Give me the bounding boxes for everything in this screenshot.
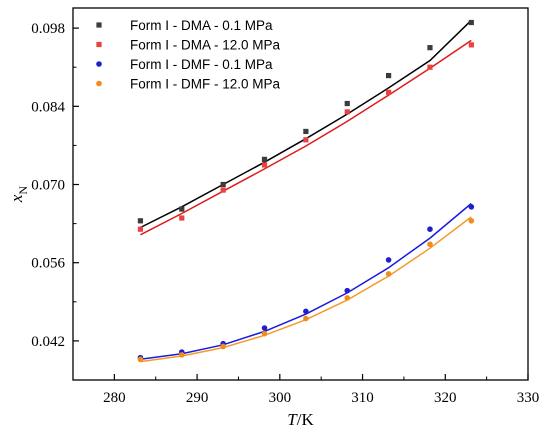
data-point-series-2 (468, 42, 474, 48)
data-point-series-1 (261, 156, 268, 162)
data-point-series-2 (386, 89, 392, 95)
data-point-series-1 (220, 181, 226, 188)
y-tick-label: 0.084 (31, 99, 65, 115)
plot-border (72, 7, 529, 381)
y-axis-ticks: 0.042 0.056 0.070 0.084 0.098 (31, 21, 79, 381)
data-point-series-1 (137, 218, 144, 224)
y-axis-title: xN (7, 186, 30, 204)
y-tick-label: 0.098 (31, 21, 65, 37)
data-point-series-2 (137, 226, 144, 232)
x-tick-label: 330 (517, 390, 540, 406)
data-point-series-1 (344, 100, 350, 107)
fit-line-series-4 (140, 216, 472, 363)
y-tick-label: 0.056 (31, 256, 65, 272)
data-point-series-3 (344, 287, 351, 294)
data-point-series-3 (427, 226, 433, 232)
data-point-series-4 (220, 343, 226, 350)
x-tick-label: 290 (186, 390, 209, 406)
x-tick-label: 280 (103, 390, 126, 406)
data-point-series-1 (303, 128, 309, 135)
plot-frame (72, 7, 529, 381)
data-point-series-2 (261, 162, 268, 168)
data-point-series-3 (261, 325, 268, 331)
data-point-series-3 (303, 308, 309, 315)
data-point-series-2 (427, 64, 433, 70)
data-point-series-1 (386, 72, 392, 79)
y-tick-label: 0.042 (31, 334, 65, 350)
data-point-series-4 (178, 352, 185, 358)
legend-label: Form I - DMA - 0.1 MPa (130, 18, 273, 33)
x-axis-ticks: 280 290 300 310 320 330 (72, 374, 540, 406)
data-point-series-1 (468, 19, 474, 26)
data-point-series-2 (220, 187, 226, 193)
data-point-series-4 (385, 271, 392, 277)
legend-marker (96, 22, 102, 28)
data-point-series-4 (303, 315, 309, 322)
legend-label: Form I - DMA - 12.0 MPa (130, 38, 281, 53)
data-point-series-4 (344, 295, 351, 301)
data-point-series-4 (137, 356, 144, 363)
legend-marker (96, 41, 102, 48)
y-tick-label: 0.070 (31, 178, 65, 194)
data-point-series-2 (179, 215, 185, 221)
fit-line-series-3 (140, 202, 472, 361)
data-point-series-3 (468, 204, 475, 210)
data-point-series-4 (427, 241, 433, 248)
legend-marker (96, 80, 102, 87)
data-points (137, 19, 475, 363)
data-point-series-2 (303, 137, 309, 143)
data-point-series-3 (385, 257, 392, 263)
data-point-series-1 (427, 45, 433, 51)
legend-marker (96, 61, 102, 67)
legend-label: Form I - DMF - 0.1 MPa (130, 57, 273, 72)
x-axis-title: T/K (287, 410, 314, 429)
legend-label: Form I - DMF - 12.0 MPa (130, 77, 281, 92)
x-tick-label: 310 (351, 390, 374, 406)
legend: Form I - DMA - 0.1 MPa Form I - DMA - 12.… (96, 18, 281, 92)
fit-line-series-2 (140, 39, 472, 236)
data-point-series-1 (179, 206, 185, 212)
data-point-series-2 (344, 109, 350, 115)
x-tick-label: 320 (434, 390, 457, 406)
data-point-series-4 (468, 218, 475, 224)
data-point-series-4 (261, 330, 268, 337)
x-tick-label: 300 (269, 390, 292, 406)
